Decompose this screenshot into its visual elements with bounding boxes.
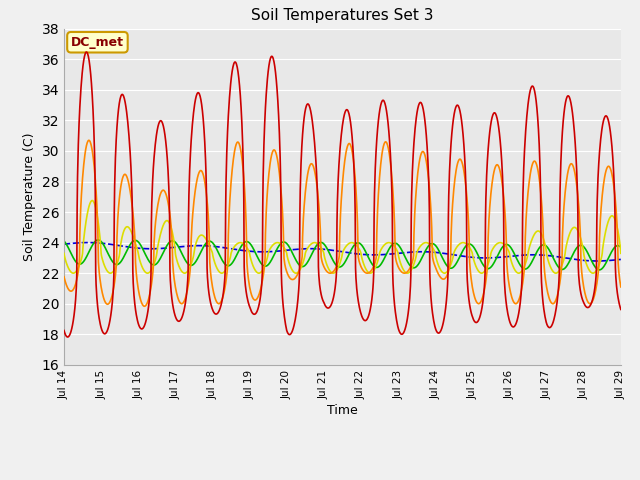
X-axis label: Time: Time (327, 404, 358, 417)
Legend: -32cm, -16cm, -8cm, -4cm, -2cm: -32cm, -16cm, -8cm, -4cm, -2cm (138, 478, 547, 480)
Title: Soil Temperatures Set 3: Soil Temperatures Set 3 (251, 9, 434, 24)
Text: DC_met: DC_met (71, 36, 124, 49)
Y-axis label: Soil Temperature (C): Soil Temperature (C) (23, 132, 36, 261)
